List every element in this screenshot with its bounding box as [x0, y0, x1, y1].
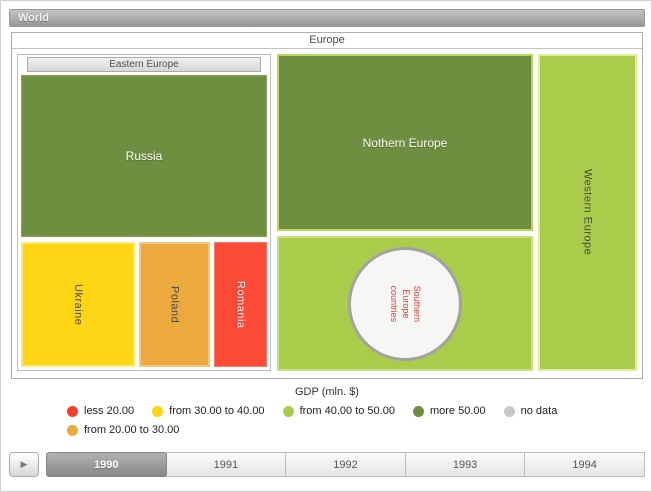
poland-label: Poland: [168, 285, 181, 324]
region-header-europe[interactable]: Europe: [12, 33, 642, 49]
legend-item-more-50[interactable]: more 50.00: [412, 405, 486, 417]
legend-item-label: from 20.00 to 30.00: [84, 424, 180, 436]
treemap-node-southern-europe[interactable]: Southern Europe countries: [277, 236, 533, 371]
treemap-node-poland[interactable]: Poland: [139, 242, 210, 367]
legend-item-label: from 30.00 to 40.00: [169, 405, 265, 417]
legend-marker-icon: [67, 405, 78, 417]
eastern-header-label: Eastern Europe: [109, 59, 179, 70]
southern-europe-label: Southern Europe countries: [389, 285, 422, 322]
legend-item-less-20[interactable]: less 20.00: [67, 405, 134, 417]
legend: GDP (mln. $) less 20.00 from 30.00 to 40…: [1, 386, 651, 436]
play-icon: ▶: [20, 459, 28, 469]
treemap-node-russia[interactable]: Russia: [21, 75, 267, 237]
europe-container: Europe Eastern Europe Russia Ukraine Pol…: [11, 32, 643, 379]
legend-item-30-40[interactable]: from 30.00 to 40.00: [152, 405, 265, 417]
region-group-eastern-europe: Eastern Europe Russia Ukraine Poland Rom…: [17, 54, 271, 371]
northern-europe-label: Nothern Europe: [362, 135, 448, 150]
russia-label: Russia: [125, 149, 163, 163]
timeline-year-1990[interactable]: 1990: [46, 452, 167, 477]
ukraine-label: Ukraine: [72, 283, 84, 326]
legend-marker-icon: [152, 405, 164, 417]
legend-item-20-30[interactable]: from 20.00 to 30.00: [67, 424, 179, 436]
legend-marker-icon: [67, 424, 78, 436]
legend-item-label: from 40.00 to 50.00: [299, 405, 395, 417]
timeline-year-1991[interactable]: 1991: [165, 452, 287, 477]
timeline-year-1993[interactable]: 1993: [404, 452, 526, 477]
breadcrumb-world-bar[interactable]: World: [9, 9, 645, 27]
treemap-node-ukraine[interactable]: Ukraine: [21, 242, 135, 367]
southern-europe-circle[interactable]: Southern Europe countries: [348, 246, 462, 361]
legend-item-no-data[interactable]: no data: [503, 405, 558, 417]
region-header-eastern-europe[interactable]: Eastern Europe: [27, 57, 261, 72]
legend-item-label: less 20.00: [84, 405, 135, 417]
legend-title: GDP (mln. $): [295, 386, 359, 398]
timeline-year-1992[interactable]: 1992: [285, 452, 406, 477]
breadcrumb-world-label: World: [18, 12, 49, 24]
europe-header-label: Europe: [309, 34, 345, 46]
legend-marker-icon: [412, 405, 424, 417]
play-button[interactable]: ▶: [9, 452, 39, 477]
legend-item-label: no data: [520, 405, 558, 417]
treemap-node-romania[interactable]: Romania: [214, 242, 267, 367]
treemap-node-western-europe[interactable]: Western Europe: [538, 54, 637, 371]
legend-items: less 20.00 from 30.00 to 40.00 from 40.0…: [67, 405, 587, 436]
legend-item-label: more 50.00: [429, 405, 486, 417]
treemap-node-northern-europe[interactable]: Nothern Europe: [277, 54, 533, 231]
legend-marker-icon: [503, 405, 515, 417]
timeline-years: 1990 1991 1992 1993 1994: [46, 452, 645, 477]
legend-item-40-50[interactable]: from 40.00 to 50.00: [282, 405, 395, 417]
western-europe-label: Western Europe: [581, 169, 594, 256]
legend-marker-icon: [282, 405, 294, 417]
timeline-year-1994[interactable]: 1994: [524, 452, 645, 477]
timeline: ▶ 1990 1991 1992 1993 1994: [9, 452, 645, 477]
romania-label: Romania: [234, 280, 247, 329]
